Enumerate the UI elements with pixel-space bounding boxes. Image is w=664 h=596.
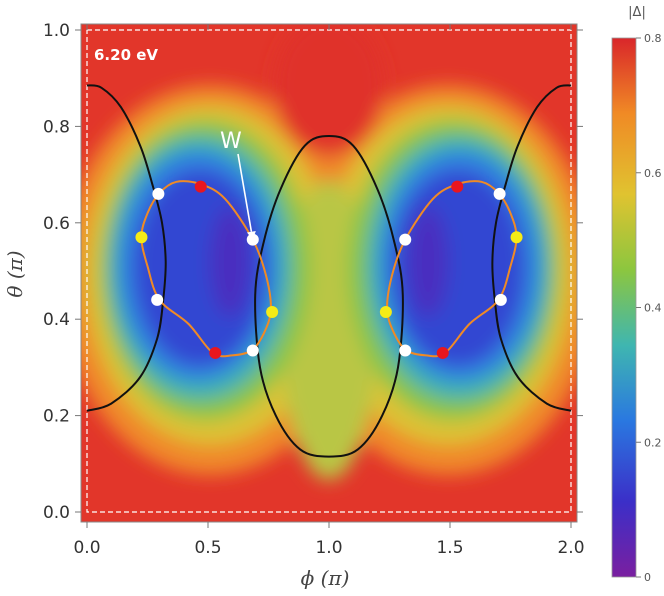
white-point — [494, 293, 507, 306]
yellow-point — [135, 231, 148, 244]
field-red-top — [274, 24, 384, 155]
x-tick-label: 1.0 — [315, 538, 342, 558]
y-tick-label: 1.0 — [43, 21, 70, 41]
colorbar-tick-label: 0.8 — [644, 32, 662, 45]
x-axis-label: ϕ (π) — [301, 566, 350, 590]
x-axis-label-unit: (π) — [314, 566, 349, 590]
x-tick-label: 2.0 — [557, 538, 584, 558]
annotation-w-label: W — [220, 129, 242, 154]
white-point — [151, 293, 164, 306]
y-tick-label: 0.6 — [43, 214, 70, 234]
annotation-w: W — [220, 129, 256, 240]
white-point — [152, 187, 165, 200]
colorbar-tick-label: 0.4 — [644, 302, 662, 315]
x-tick-label: 1.5 — [436, 538, 463, 558]
colorbar-gradient — [611, 37, 637, 578]
colorbar: |Δ| 0 0.2 0.4 0.6 0.8 — [611, 5, 662, 584]
white-point — [246, 233, 259, 246]
black-curve-left-upper-arc — [86, 84, 167, 412]
black-curve-central-loop — [254, 134, 404, 458]
annotation-w-arrow-shaft — [237, 153, 253, 232]
colorbar-tick-label: 0 — [644, 571, 651, 584]
x-tick-label: 0.5 — [194, 538, 221, 558]
colorbar-tick-label: 0.2 — [644, 436, 662, 449]
yellow-point — [266, 305, 279, 318]
colorbar-tick-label: 0.6 — [644, 167, 662, 180]
energy-label: 6.20 eV — [94, 46, 158, 64]
heatmap — [81, 24, 577, 522]
y-tick-label: 0.4 — [43, 310, 70, 330]
field-violet-right — [408, 207, 448, 317]
white-point — [493, 187, 506, 200]
red-point — [436, 346, 449, 359]
y-tick-label: 0.0 — [43, 503, 70, 523]
x-axis-label-symbol: ϕ — [301, 566, 315, 590]
x-tick-label: 0.0 — [73, 538, 100, 558]
y-axis-label-unit: (π) — [3, 250, 27, 285]
y-tick-label: 0.8 — [43, 117, 70, 137]
colorbar-title: |Δ| — [628, 5, 646, 20]
y-tick-label: 0.2 — [43, 407, 70, 427]
red-point — [209, 346, 222, 359]
red-point — [451, 180, 464, 193]
y-axis-label-symbol: θ — [3, 286, 27, 298]
black-curve-right-upper-arc — [491, 84, 572, 412]
white-point — [399, 344, 412, 357]
red-point — [194, 180, 207, 193]
yellow-point — [510, 231, 523, 244]
white-point — [246, 344, 259, 357]
field-violet-left — [210, 207, 250, 317]
white-point — [399, 233, 412, 246]
yellow-point — [379, 305, 392, 318]
annotation-w-arrow-head — [246, 231, 256, 240]
y-axis-label: θ (π) — [3, 250, 27, 297]
